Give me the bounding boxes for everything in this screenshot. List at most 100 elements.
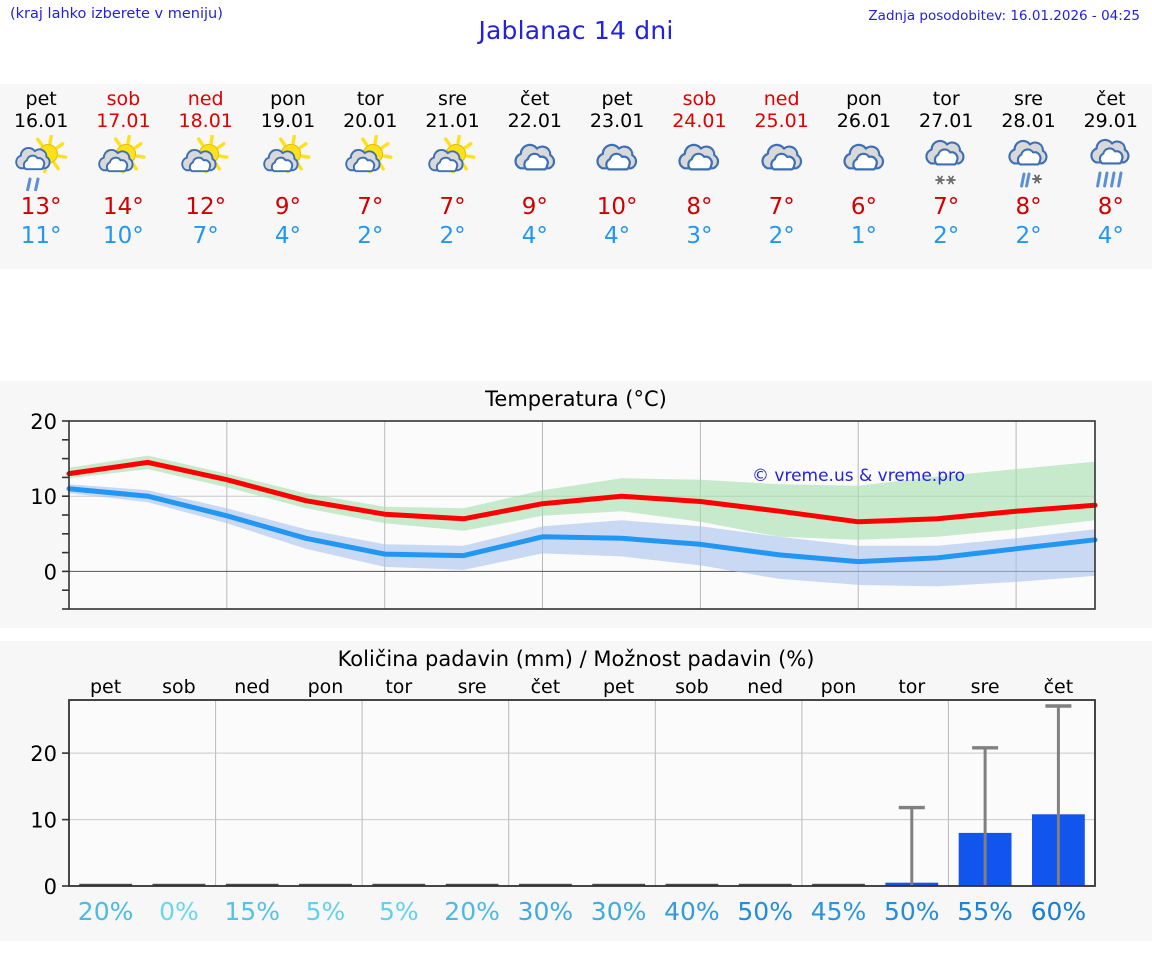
- day-column[interactable]: sob 17.01 14° 10°: [82, 84, 164, 269]
- precip-bar: [519, 883, 572, 886]
- precip-day-label: tor: [898, 676, 925, 698]
- day-of-week: sre: [1014, 88, 1043, 110]
- temp-min: 2°: [357, 223, 384, 249]
- precip-bar: [812, 883, 865, 886]
- precip-probability-label: 0%: [159, 897, 199, 926]
- day-column[interactable]: sre 28.01 8° 2°: [987, 84, 1069, 269]
- daily-forecast-strip: pet 16.01 13° 11° sob 17.01 14° 10° ned 18.01 1…: [0, 84, 1152, 269]
- day-column[interactable]: pet 16.01 13° 11°: [0, 84, 82, 269]
- temp-min: 1°: [850, 223, 878, 249]
- precip-probability-label: 50%: [737, 897, 793, 926]
- copyright-text: © vreme.us & vreme.pro: [752, 466, 966, 486]
- precip-probability-label: 20%: [78, 897, 134, 926]
- temp-max: 14°: [103, 194, 144, 220]
- temp-min: 2°: [933, 223, 960, 249]
- sun-cloud-icon: [422, 135, 484, 191]
- day-of-week: pon: [270, 88, 306, 110]
- precip-bar: [79, 883, 133, 886]
- precip-day-label: sre: [971, 676, 1000, 698]
- day-column[interactable]: sob 24.01 8° 3°: [658, 84, 740, 269]
- temp-min: 10°: [103, 223, 144, 249]
- cloud-snow-icon: [915, 135, 977, 191]
- precip-probability-label: 20%: [444, 897, 500, 926]
- sun-cloud-drizzle-icon: [10, 135, 72, 191]
- day-column[interactable]: sre 21.01 7° 2°: [411, 84, 493, 269]
- precipitation-chart: pet sob ned pon tor sre čet pet sob ned pon tor sre č…: [30, 676, 1096, 926]
- temperature-chart: 0 10 20: [30, 413, 1098, 610]
- cloud-icon: [504, 135, 566, 191]
- day-column[interactable]: čet 22.01 9° 4°: [494, 84, 576, 269]
- temp-max: 9°: [521, 194, 548, 220]
- precip-day-label: tor: [385, 676, 412, 698]
- precip-day-label: pon: [821, 676, 857, 698]
- day-of-week: ned: [187, 88, 224, 110]
- day-date: 25.01: [754, 110, 809, 132]
- day-date: 29.01: [1083, 110, 1138, 132]
- temp-max: 7°: [933, 194, 960, 220]
- svg-text:0: 0: [44, 875, 57, 899]
- day-column[interactable]: tor 20.01 7° 2°: [329, 84, 411, 269]
- temp-min: 4°: [1097, 223, 1124, 249]
- precip-day-label: sob: [675, 676, 709, 698]
- precip-bar: [152, 883, 206, 886]
- svg-text:20: 20: [30, 742, 57, 766]
- precip-day-label: čet: [1044, 676, 1074, 698]
- precipitation-chart-panel: Količina padavin (mm) / Možnost padavin …: [0, 641, 1152, 941]
- precip-probability-label: 5%: [306, 897, 346, 926]
- precip-day-label: ned: [747, 676, 783, 698]
- day-date: 17.01: [96, 110, 151, 132]
- day-date: 28.01: [1001, 110, 1056, 132]
- day-date: 20.01: [343, 110, 398, 132]
- temp-min: 4°: [521, 223, 548, 249]
- temp-max: 7°: [768, 194, 795, 220]
- svg-text:10: 10: [30, 809, 57, 833]
- day-date: 18.01: [178, 110, 233, 132]
- day-of-week: tor: [932, 88, 960, 110]
- day-of-week: pet: [25, 88, 57, 110]
- day-column[interactable]: pon 26.01 6° 1°: [823, 84, 905, 269]
- temp-max: 7°: [439, 194, 466, 220]
- day-column[interactable]: čet 29.01 8° 4°: [1070, 84, 1152, 269]
- sun-cloud-icon: [339, 135, 401, 191]
- precip-probability-label: 30%: [518, 897, 574, 926]
- day-date: 27.01: [919, 110, 974, 132]
- day-column[interactable]: ned 18.01 12° 7°: [165, 84, 247, 269]
- day-date: 24.01: [672, 110, 727, 132]
- day-of-week: čet: [520, 88, 550, 110]
- temp-max: 8°: [1015, 194, 1042, 220]
- precip-day-label: pet: [90, 676, 121, 698]
- precip-bar: [592, 883, 646, 886]
- temp-max: 10°: [596, 194, 638, 220]
- cloud-rain-snow-icon: [998, 135, 1060, 191]
- precip-bar: [445, 883, 499, 886]
- temp-min: 3°: [686, 223, 713, 249]
- precip-bar: [225, 883, 279, 886]
- day-column[interactable]: ned 25.01 7° 2°: [741, 84, 823, 269]
- day-of-week: sob: [106, 88, 141, 110]
- precip-probability-label: 50%: [884, 897, 940, 926]
- page-header: (kraj lahko izberete v meniju) Jablanac …: [0, 0, 1152, 74]
- precip-probability-label: 60%: [1031, 897, 1087, 926]
- last-updated-text: Zadnja posodobitev: 16.01.2026 - 04:25: [868, 8, 1140, 24]
- precip-probability-label: 45%: [811, 897, 867, 926]
- temp-max: 8°: [1097, 194, 1124, 220]
- day-column[interactable]: tor 27.01 7° 2°: [905, 84, 987, 269]
- precip-bar: [738, 883, 792, 886]
- cloud-icon: [833, 135, 895, 191]
- precip-day-label: ned: [234, 676, 270, 698]
- day-date: 22.01: [507, 110, 563, 132]
- temp-max: 12°: [185, 194, 227, 220]
- day-column[interactable]: pon 19.01 9° 4°: [247, 84, 329, 269]
- temperature-chart-title: Temperatura (°C): [485, 387, 667, 411]
- temp-min: 2°: [439, 223, 466, 249]
- precip-probability-label: 15%: [224, 897, 280, 926]
- precip-day-label: čet: [531, 676, 561, 698]
- cloud-icon: [668, 135, 730, 191]
- temp-max: 9°: [274, 194, 302, 220]
- temp-max: 8°: [686, 194, 713, 220]
- precip-probability-label: 40%: [664, 897, 720, 926]
- day-date: 23.01: [589, 110, 645, 132]
- day-column[interactable]: pet 23.01 10° 4°: [576, 84, 658, 269]
- menu-hint-text: (kraj lahko izberete v meniju): [10, 6, 223, 22]
